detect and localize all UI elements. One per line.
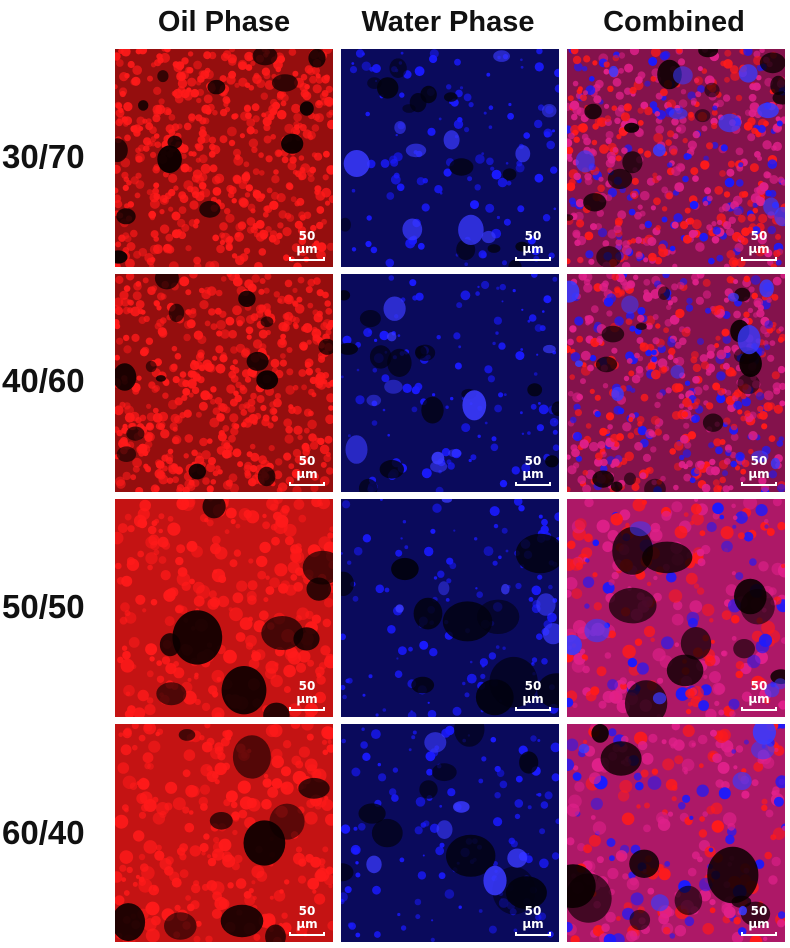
micrograph-image (115, 724, 333, 942)
micrograph-image (567, 499, 785, 717)
micrograph-water-30-70: 50 µm (341, 49, 559, 267)
scale-bar-label: 50 µm (748, 229, 770, 256)
micrograph-image (341, 724, 559, 942)
scale-bar: 50 µm (513, 230, 553, 261)
row-label-60-40: 60/40 (2, 814, 85, 851)
row-label-40-60: 40/60 (2, 362, 85, 399)
scale-bar-label: 50 µm (522, 904, 544, 931)
micrograph-image (567, 724, 785, 942)
scale-bar-line (515, 707, 551, 711)
scale-bar-label: 50 µm (296, 229, 318, 256)
scale-bar-line (289, 482, 325, 486)
row-label-30-70: 30/70 (2, 138, 85, 175)
scale-bar-line (741, 257, 777, 261)
micrograph-combined-50-50: 50 µm (567, 499, 785, 717)
scale-bar-line (741, 707, 777, 711)
scale-bar-line (515, 482, 551, 486)
scale-bar-label: 50 µm (748, 679, 770, 706)
scale-bar: 50 µm (739, 455, 779, 486)
micrograph-image (567, 274, 785, 492)
micrograph-image (115, 49, 333, 267)
scale-bar: 50 µm (739, 230, 779, 261)
scale-bar-label: 50 µm (748, 904, 770, 931)
scale-bar: 50 µm (739, 680, 779, 711)
scale-bar: 50 µm (287, 230, 327, 261)
micrograph-water-60-40: 50 µm (341, 724, 559, 942)
micrograph-image (115, 274, 333, 492)
scale-bar: 50 µm (513, 455, 553, 486)
scale-bar: 50 µm (739, 905, 779, 936)
scale-bar-line (289, 932, 325, 936)
scale-bar-label: 50 µm (748, 454, 770, 481)
micrograph-oil-60-40: 50 µm (115, 724, 333, 942)
scale-bar: 50 µm (513, 680, 553, 711)
micrograph-image (341, 499, 559, 717)
row-label-50-50: 50/50 (2, 588, 85, 625)
micrograph-image (115, 499, 333, 717)
micrograph-image (567, 49, 785, 267)
scale-bar-label: 50 µm (296, 904, 318, 931)
scale-bar: 50 µm (287, 905, 327, 936)
scale-bar-line (515, 257, 551, 261)
scale-bar: 50 µm (287, 455, 327, 486)
scale-bar-line (741, 932, 777, 936)
column-header-water-phase: Water Phase (361, 6, 535, 38)
micrograph-oil-50-50: 50 µm (115, 499, 333, 717)
micrograph-water-50-50: 50 µm (341, 499, 559, 717)
micrograph-combined-60-40: 50 µm (567, 724, 785, 942)
micrograph-water-40-60: 50 µm (341, 274, 559, 492)
scale-bar-label: 50 µm (296, 454, 318, 481)
scale-bar-line (741, 482, 777, 486)
scale-bar-line (289, 707, 325, 711)
scale-bar-label: 50 µm (296, 679, 318, 706)
micrograph-combined-40-60: 50 µm (567, 274, 785, 492)
scale-bar-line (515, 932, 551, 936)
scale-bar: 50 µm (287, 680, 327, 711)
micrograph-combined-30-70: 50 µm (567, 49, 785, 267)
scale-bar-label: 50 µm (522, 454, 544, 481)
scale-bar-label: 50 µm (522, 679, 544, 706)
scale-bar: 50 µm (513, 905, 553, 936)
micrograph-image (341, 49, 559, 267)
scale-bar-line (289, 257, 325, 261)
scale-bar-label: 50 µm (522, 229, 544, 256)
micrograph-image (341, 274, 559, 492)
column-header-combined: Combined (603, 6, 745, 38)
column-header-oil-phase: Oil Phase (157, 6, 291, 38)
micrograph-oil-30-70: 50 µm (115, 49, 333, 267)
micrograph-oil-40-60: 50 µm (115, 274, 333, 492)
